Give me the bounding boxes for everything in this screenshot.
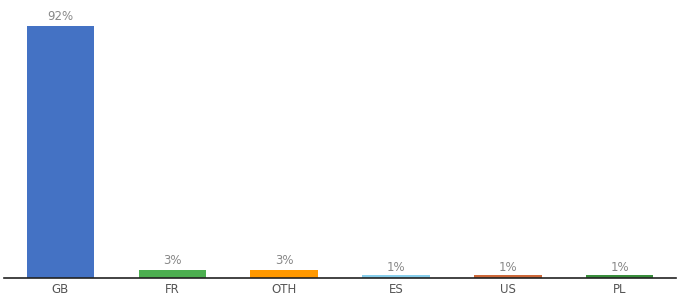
Text: 3%: 3% (163, 254, 182, 267)
Text: 1%: 1% (387, 261, 405, 274)
Text: 3%: 3% (275, 254, 293, 267)
Bar (362, 275, 430, 278)
Text: 1%: 1% (498, 261, 517, 274)
Text: 92%: 92% (47, 10, 73, 23)
Bar (586, 275, 653, 278)
Bar (139, 270, 205, 278)
Text: 1%: 1% (611, 261, 629, 274)
Bar (250, 270, 318, 278)
Bar (27, 26, 94, 278)
Bar (475, 275, 541, 278)
